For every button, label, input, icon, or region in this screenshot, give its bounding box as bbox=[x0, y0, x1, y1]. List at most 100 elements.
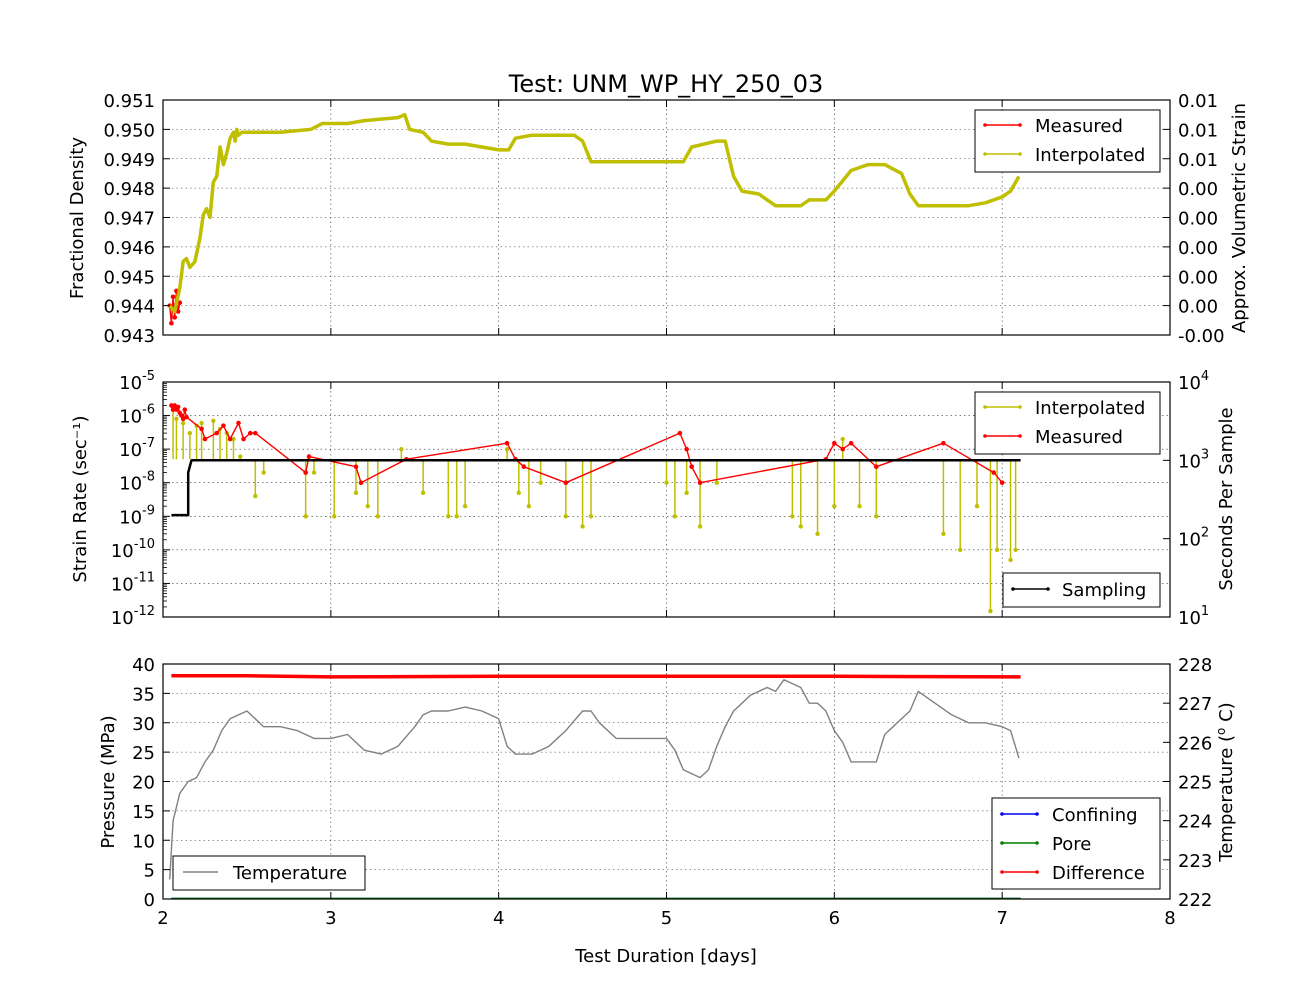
series-interpolated-point bbox=[832, 503, 837, 509]
y-tick-label: 40 bbox=[132, 655, 155, 676]
panel-pressure-ticks: 2 3 4 5 6 7 8 0 5 10 15 20 25 30 35 40 222 223 224 225 226 22… bbox=[132, 655, 1212, 929]
y-tick-label: 10-9 bbox=[119, 503, 155, 528]
series-interpolated-line bbox=[168, 112, 1021, 314]
legend-box bbox=[172, 855, 366, 891]
y-axis-label: Fractional Density bbox=[67, 137, 88, 299]
legend-marker-interpolated bbox=[983, 152, 987, 156]
series-interpolated-point bbox=[1013, 547, 1018, 553]
series-measured-point bbox=[689, 464, 694, 469]
panel-strain-ticks: 10-12 10-11 10-10 10-9 10-8 10-7 10-6 10-5 101 10… bbox=[111, 369, 1209, 629]
series-measured-point bbox=[504, 440, 510, 446]
series-interpolated-point bbox=[311, 470, 317, 475]
y-axis-label: Strain Rate (sec⁻¹) bbox=[70, 415, 91, 582]
series-measured-point bbox=[247, 430, 253, 436]
series-measured-point bbox=[184, 414, 189, 420]
series-measured-point bbox=[306, 454, 312, 459]
chart-title: Test: UNM_WP_HY_250_03 bbox=[508, 70, 823, 98]
series-interpolated-point bbox=[446, 514, 451, 519]
series-interpolated-point bbox=[331, 514, 337, 519]
series-measured-point bbox=[241, 436, 246, 442]
y2-tick-label: 104 bbox=[1178, 369, 1209, 394]
series-measured-point bbox=[214, 430, 220, 436]
series-measured-point bbox=[991, 470, 997, 475]
y2-tick-label: 101 bbox=[1178, 604, 1209, 629]
series-measured-point bbox=[848, 440, 854, 446]
y2-tick-label: 0.01 bbox=[1178, 120, 1218, 141]
series-measured-point bbox=[175, 309, 181, 314]
series-measured-point bbox=[199, 426, 204, 432]
series-measured-point bbox=[999, 480, 1005, 486]
x-tick-label: 2 bbox=[157, 908, 168, 929]
y2-tick-label: 227 bbox=[1178, 694, 1212, 715]
y2-tick-label: 224 bbox=[1178, 812, 1212, 833]
y2-axis-label: Seconds Per Sample bbox=[1216, 407, 1237, 590]
legend-marker-interpolated bbox=[1018, 152, 1022, 156]
legend-marker-sampling bbox=[1046, 587, 1050, 591]
legend-marker-confining bbox=[1035, 812, 1039, 816]
y-tick-label: 10-8 bbox=[119, 470, 155, 495]
series-measured-point bbox=[169, 403, 174, 408]
panel-pressure: 2 3 4 5 6 7 8 0 5 10 15 20 25 30 35 40 222 223 224 225 226 22… bbox=[98, 655, 1237, 967]
series-measured-point bbox=[182, 407, 188, 412]
y-tick-label: 10-10 bbox=[111, 537, 155, 562]
series-interpolated-point bbox=[994, 547, 1000, 553]
series-measured-point bbox=[358, 480, 364, 486]
series-interpolated-point bbox=[815, 531, 820, 537]
y-tick-label: 0 bbox=[144, 890, 155, 911]
series-interpolated-point bbox=[303, 514, 308, 519]
panel-strain-grid bbox=[163, 382, 1170, 617]
y2-tick-label: 222 bbox=[1178, 890, 1212, 911]
legend-box bbox=[974, 391, 1161, 455]
y-tick-label: 0.947 bbox=[103, 209, 155, 230]
legend-box bbox=[1002, 572, 1161, 608]
series-measured-point bbox=[684, 446, 689, 452]
series-interpolated-point bbox=[941, 531, 946, 537]
series-measured-point bbox=[236, 420, 241, 426]
y2-tick-label: 0.00 bbox=[1178, 179, 1218, 200]
y-tick-label: 0.944 bbox=[103, 297, 155, 318]
y-tick-label: 0.951 bbox=[103, 91, 155, 112]
legend-strain-top: Interpolated Measured bbox=[974, 391, 1161, 455]
legend-marker-sampling bbox=[1011, 587, 1015, 591]
panel-density-grid bbox=[163, 100, 1170, 335]
y-tick-label: 35 bbox=[132, 684, 155, 705]
series-difference-line bbox=[171, 674, 1021, 679]
series-interpolated-point bbox=[684, 490, 689, 496]
legend-marker-difference bbox=[1000, 870, 1004, 874]
y2-tick-label: 103 bbox=[1178, 447, 1209, 472]
y-tick-label: 10-6 bbox=[119, 403, 155, 428]
series-interpolated-point bbox=[874, 514, 879, 519]
y2-label-degree: o bbox=[1214, 728, 1228, 735]
legend-strain-bottom: Sampling bbox=[1002, 572, 1161, 608]
y-tick-label: 25 bbox=[132, 743, 155, 764]
series-measured-point bbox=[202, 436, 208, 442]
legend-label-sampling: Sampling bbox=[1062, 580, 1146, 601]
series-interpolated-point bbox=[504, 446, 510, 452]
series-measured-point bbox=[840, 446, 846, 452]
legend-marker-difference bbox=[1035, 870, 1039, 874]
legend-marker-confining bbox=[1000, 812, 1004, 816]
y-tick-label: 0.948 bbox=[103, 179, 155, 200]
series-sampling-line bbox=[171, 459, 1021, 517]
y-tick-label: 0.943 bbox=[103, 326, 155, 347]
y-tick-label: 0.950 bbox=[103, 120, 155, 141]
y-tick-label: 0.946 bbox=[103, 238, 155, 259]
series-interpolated-point bbox=[454, 514, 459, 519]
series-interpolated-point bbox=[365, 503, 370, 509]
x-tick-label: 7 bbox=[996, 908, 1007, 929]
legend-marker-interpolated bbox=[983, 405, 987, 409]
series-interpolated-point bbox=[563, 514, 568, 519]
panel-density: 0.943 0.944 0.945 0.946 0.947 0.948 0.949 0.950… bbox=[67, 91, 1250, 347]
series-interpolated-point bbox=[1008, 557, 1013, 563]
y-tick-label: 0.945 bbox=[103, 267, 155, 288]
legend-label-pore: Pore bbox=[1052, 834, 1091, 855]
y-tick-label: 10-12 bbox=[111, 604, 155, 629]
y-tick-label: 0.949 bbox=[103, 150, 155, 171]
legend-marker-measured bbox=[1018, 434, 1022, 438]
series-interpolated-point bbox=[399, 446, 404, 452]
series-interpolated-point bbox=[238, 454, 243, 459]
y2-tick-label: 0.00 bbox=[1178, 238, 1218, 259]
series-interpolated-point bbox=[180, 420, 186, 426]
panel-density-ticks: 0.943 0.944 0.945 0.946 0.947 0.948 0.949 0.950… bbox=[103, 91, 1224, 347]
legend-box bbox=[974, 109, 1161, 173]
